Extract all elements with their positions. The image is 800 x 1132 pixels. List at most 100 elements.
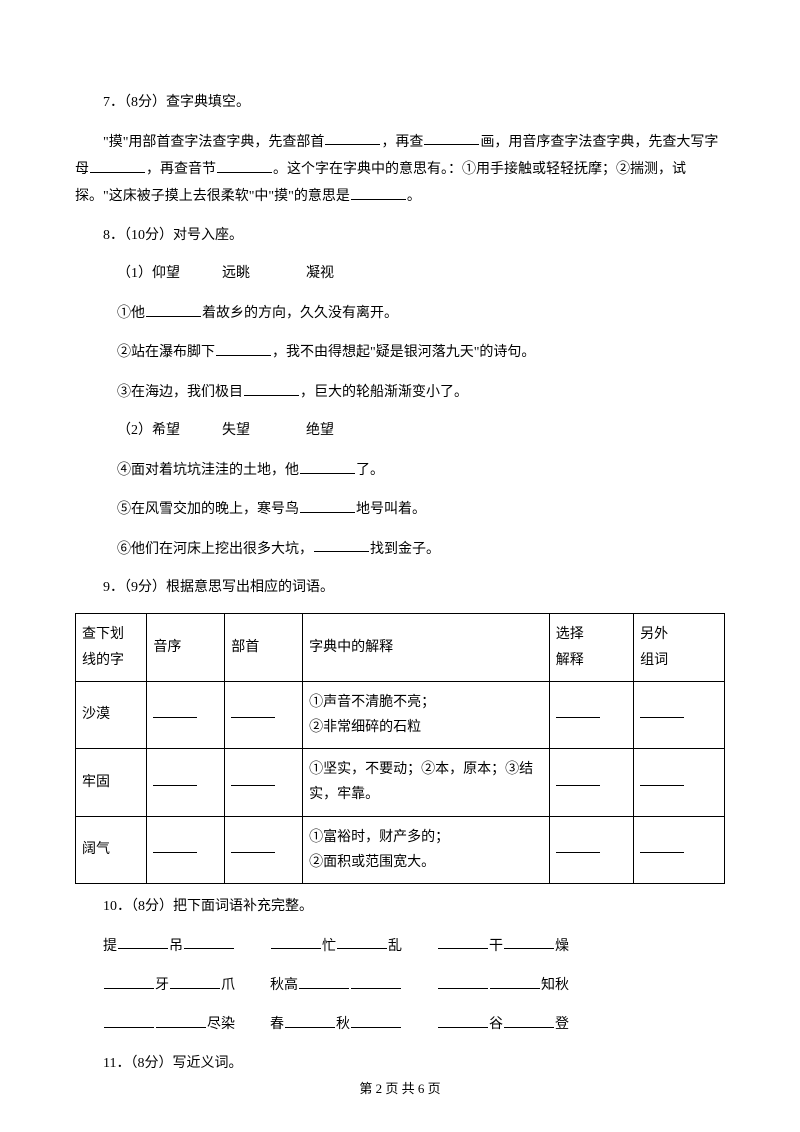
cell-input[interactable]: [634, 816, 725, 883]
q7-text: ，再查音节: [146, 162, 216, 177]
q10-blank[interactable]: [299, 972, 349, 989]
q10-blank[interactable]: [504, 1011, 554, 1028]
q7-body: "摸"用部首查字法查字典，先查部首，再查画，用音序查字法查字典，先查大写字母，再…: [75, 129, 725, 211]
q8-item-5: ⑤在风雪交加的晚上，寒号鸟 地号叫着。: [75, 496, 725, 523]
cell-def: ①声音不清脆不亮； ②非常细碎的石粒: [303, 681, 550, 748]
q8-text: ，巨大的轮船渐渐变小了。: [300, 385, 468, 400]
table-row: 沙漠 ①声音不清脆不亮； ②非常细碎的石粒: [76, 681, 725, 748]
q9-table: 查下划 线的字 音序 部首 字典中的解释 选择 解释 另外 组词 沙漠 ①声音不…: [75, 613, 725, 884]
q10-title: 10．（8分）把下面词语补充完整。: [75, 894, 725, 921]
q10-line1: 提吊 忙乱 干燥: [75, 933, 725, 960]
q10-text: 吊: [169, 938, 183, 953]
q10-blank[interactable]: [504, 933, 554, 950]
q10-text: 乱: [388, 938, 402, 953]
th-word: 查下划 线的字: [76, 614, 147, 681]
cell-input[interactable]: [549, 816, 633, 883]
q8-text: ③在海边，我们极目: [117, 385, 243, 400]
q10-blank[interactable]: [271, 933, 321, 950]
page-footer: 第 2 页 共 6 页: [0, 1077, 800, 1102]
q10-blank[interactable]: [156, 1011, 206, 1028]
q7-blank-5[interactable]: [351, 183, 406, 200]
q10-blank[interactable]: [285, 1011, 335, 1028]
q7-text: 。: [407, 189, 421, 204]
q7-title: 7．（8分）查字典填空。: [75, 90, 725, 117]
q9-title: 9．（9分）根据意思写出相应的词语。: [75, 575, 725, 602]
th-def: 字典中的解释: [303, 614, 550, 681]
th-yinxu: 音序: [147, 614, 225, 681]
cell-input[interactable]: [225, 816, 303, 883]
q10-blank[interactable]: [438, 933, 488, 950]
q8-text: 地号叫着。: [356, 502, 426, 517]
q7-blank-1[interactable]: [325, 129, 380, 146]
cell-input[interactable]: [225, 681, 303, 748]
cell-input[interactable]: [634, 681, 725, 748]
q10-blank[interactable]: [438, 972, 488, 989]
q7-text: ，再查: [381, 134, 423, 149]
q7-blank-2[interactable]: [424, 129, 479, 146]
table-header-row: 查下划 线的字 音序 部首 字典中的解释 选择 解释 另外 组词: [76, 614, 725, 681]
q11-title: 11．（8分）写近义词。: [75, 1051, 725, 1078]
q10-blank[interactable]: [337, 933, 387, 950]
q10-text: 春: [270, 1017, 284, 1032]
q8-item-2: ②站在瀑布脚下 ，我不由得想起"疑是银河落九天"的诗句。: [75, 339, 725, 366]
q10-blank[interactable]: [104, 972, 154, 989]
q10-blank[interactable]: [351, 1011, 401, 1028]
q8-item-6: ⑥他们在河床上挖出很多大坑，找到金子。: [75, 536, 725, 563]
cell-input[interactable]: [147, 749, 225, 816]
q10-text: 爪: [221, 978, 235, 993]
q10-text: 谷: [489, 1017, 503, 1032]
cell-def: ①坚实，不要动；②本，原本；③结实，牢靠。: [303, 749, 550, 816]
q7-text: "摸"用部首查字法查字典，先查部首: [103, 134, 324, 149]
q8-blank-1[interactable]: [146, 300, 201, 317]
q8-text: ②站在瀑布脚下: [117, 345, 215, 360]
cell-input[interactable]: [549, 681, 633, 748]
q8-text: ，我不由得想起"疑是银河落九天"的诗句。: [272, 345, 535, 360]
q8-text: ⑤在风雪交加的晚上，寒号鸟: [117, 502, 299, 517]
q7-blank-4[interactable]: [217, 156, 272, 173]
q10-blank[interactable]: [351, 972, 401, 989]
cell-word: 阔气: [76, 816, 147, 883]
q10-text: 秋高: [270, 978, 298, 993]
q10-line3: 尽染 春秋 谷登: [75, 1011, 725, 1038]
q8-text: 着故乡的方向，久久没有离开。: [202, 306, 398, 321]
q10-blank[interactable]: [104, 1011, 154, 1028]
q10-text: 提: [103, 938, 117, 953]
cell-input[interactable]: [225, 749, 303, 816]
q7-blank-3[interactable]: [90, 156, 145, 173]
q10-text: 燥: [555, 938, 569, 953]
q8-text: ①他: [117, 306, 145, 321]
cell-def: ①富裕时，财产多的； ②面积或范围宽大。: [303, 816, 550, 883]
q10-text: 牙: [155, 978, 169, 993]
q10-blank[interactable]: [170, 972, 220, 989]
q10-text: 知秋: [541, 978, 569, 993]
q8-blank-5[interactable]: [300, 496, 355, 513]
q10-blank[interactable]: [184, 933, 234, 950]
q10-line2: 牙 爪 秋高 知秋: [75, 972, 725, 999]
q8-item-4: ④面对着坑坑洼洼的土地，他 了。: [75, 457, 725, 484]
cell-input[interactable]: [147, 816, 225, 883]
q10-blank[interactable]: [490, 972, 540, 989]
q8-text: 了。: [356, 463, 384, 478]
q8-blank-6[interactable]: [314, 536, 369, 553]
q10-blank[interactable]: [438, 1011, 488, 1028]
q8-group1: （1）仰望 远眺 凝视: [75, 261, 725, 288]
cell-word: 牢固: [76, 749, 147, 816]
q8-item-1: ①他 着故乡的方向，久久没有离开。: [75, 300, 725, 327]
cell-input[interactable]: [634, 749, 725, 816]
q10-text: 干: [489, 938, 503, 953]
q8-text: ⑥他们在河床上挖出很多大坑，: [117, 541, 313, 556]
th-bushou: 部首: [225, 614, 303, 681]
q8-group2: （2）希望 失望 绝望: [75, 418, 725, 445]
th-zuci: 另外 组词: [634, 614, 725, 681]
q8-text: ④面对着坑坑洼洼的土地，他: [117, 463, 299, 478]
table-row: 阔气 ①富裕时，财产多的； ②面积或范围宽大。: [76, 816, 725, 883]
q10-blank[interactable]: [118, 933, 168, 950]
q8-blank-3[interactable]: [244, 379, 299, 396]
q8-title: 8．（10分）对号入座。: [75, 223, 725, 250]
q10-text: 秋: [336, 1017, 350, 1032]
cell-input[interactable]: [549, 749, 633, 816]
q10-text: 忙: [322, 938, 336, 953]
q8-blank-2[interactable]: [216, 339, 271, 356]
q8-blank-4[interactable]: [300, 457, 355, 474]
cell-input[interactable]: [147, 681, 225, 748]
